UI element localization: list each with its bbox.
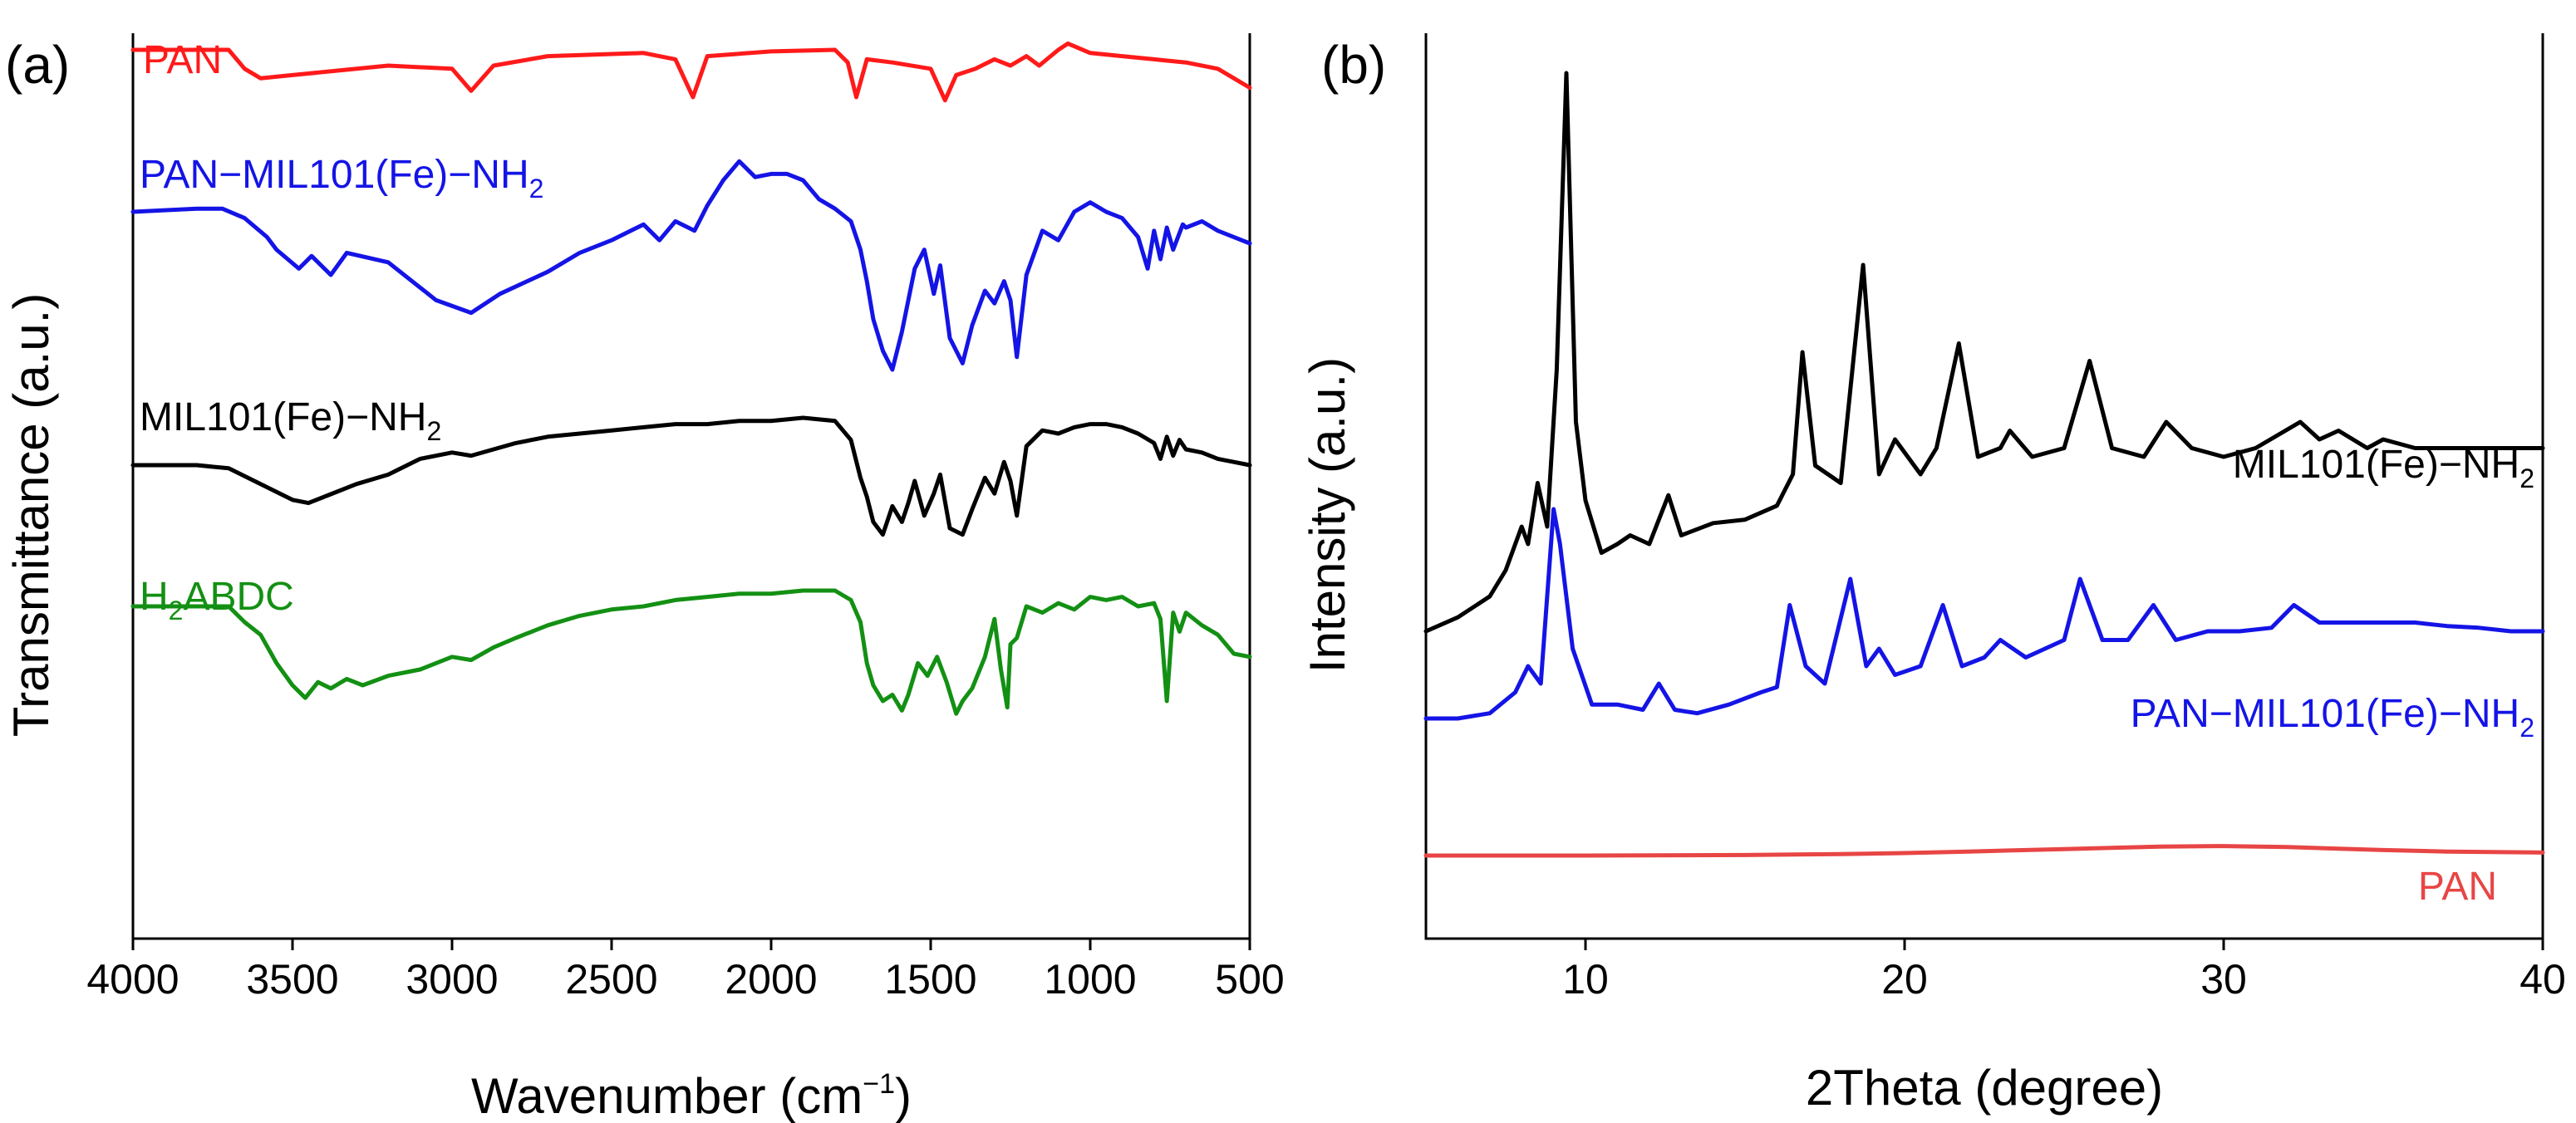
panel-a-series-label-mil101: MIL101(Fe)−NH2 bbox=[140, 395, 441, 446]
panel-b-series-label-mil101-subscript: 2 bbox=[2519, 463, 2534, 493]
panel-a-x-tick-label: 500 bbox=[1215, 956, 1284, 1003]
panel-a-series-label-h2abdc-main: ABDC bbox=[183, 575, 293, 619]
panel-a-series-label-h2abdc-prefix: H bbox=[140, 575, 169, 619]
panel-b-trace-mil101-fe-nh2 bbox=[1423, 71, 2545, 634]
panel-b-trace-pan-mil101-fe-nh2 bbox=[1423, 507, 2545, 721]
panel-a-series-label-h2abdc: H2ABDC bbox=[140, 575, 294, 625]
panel-a-x-ticks: 4000 3500 3000 2500 2000 1500 1000 500 bbox=[86, 939, 1285, 1003]
panel-a-trace-mil101-fe-nh2 bbox=[130, 415, 1252, 537]
panel-b-chart: (b) 10 20 30 40 Intensity (a.u.) 2Theta (de… bbox=[1300, 33, 2566, 1116]
panel-a-x-axis-title-close: ) bbox=[895, 1068, 912, 1123]
panel-a-x-tick-label: 1000 bbox=[1044, 956, 1136, 1003]
panel-a-series-label-mil101-subscript: 2 bbox=[426, 416, 441, 446]
panel-b-series-label-mil101-main: MIL101(Fe)−NH bbox=[2233, 443, 2519, 487]
panel-a-x-axis-title-superscript: −1 bbox=[863, 1068, 895, 1100]
panel-a-series-label-pan-mil101-subscript: 2 bbox=[529, 174, 544, 204]
panel-a-series-label-pan: PAN bbox=[143, 38, 222, 82]
panel-b-x-tick-label: 40 bbox=[2519, 956, 2566, 1003]
panel-a-x-tick-label: 2000 bbox=[725, 956, 817, 1003]
panel-b-trace-pan bbox=[1423, 844, 2545, 858]
panel-a-x-axis-title-main: Wavenumber (cm bbox=[471, 1068, 863, 1123]
panel-b-x-axis-title: 2Theta (degree) bbox=[1806, 1060, 2163, 1116]
panel-b-x-tick-label: 30 bbox=[2200, 956, 2247, 1003]
panel-b-x-tick-label: 10 bbox=[1562, 956, 1609, 1003]
panel-a-x-tick-label: 2500 bbox=[565, 956, 657, 1003]
panel-b-label: (b) bbox=[1321, 35, 1386, 95]
panel-b-series-label-mil101: MIL101(Fe)−NH2 bbox=[2233, 443, 2534, 493]
panel-b-traces bbox=[1423, 71, 2545, 858]
panel-b-y-axis-title: Intensity (a.u.) bbox=[1300, 357, 1355, 673]
panel-a-trace-pan-mil101-fe-nh2 bbox=[130, 159, 1252, 372]
panel-a-label: (a) bbox=[5, 35, 70, 95]
panel-a-x-tick-label: 3500 bbox=[246, 956, 338, 1003]
panel-a-x-tick-label: 3000 bbox=[406, 956, 498, 1003]
panel-a-axes-frame bbox=[131, 33, 1251, 940]
panel-a-series-label-mil101-main: MIL101(Fe)−NH bbox=[140, 395, 426, 439]
panel-a-x-tick-label: 4000 bbox=[86, 956, 179, 1003]
panel-a-trace-h2abdc bbox=[130, 588, 1252, 716]
panel-a-y-axis-title: Transmittance (a.u.) bbox=[3, 293, 59, 738]
panel-b-series-label-pan: PAN bbox=[2418, 865, 2497, 909]
panel-a-x-tick-label: 1500 bbox=[884, 956, 976, 1003]
panel-a-traces bbox=[130, 41, 1252, 716]
panel-a-series-label-pan-mil101-main: PAN−MIL101(Fe)−NH bbox=[140, 153, 529, 197]
panel-b-axes-frame bbox=[1424, 33, 2544, 940]
panel-a-trace-pan bbox=[130, 41, 1252, 103]
panel-b-x-ticks: 10 20 30 40 bbox=[1562, 939, 2566, 1003]
panel-a-series-label-h2abdc-subscript: 2 bbox=[169, 596, 184, 625]
panel-b-series-label-pan-mil101: PAN−MIL101(Fe)−NH2 bbox=[2131, 692, 2534, 743]
panel-a-chart: (a) 4000 3500 3000 2500 2000 1500 1000 500 Tran… bbox=[3, 33, 1285, 1123]
panel-a-x-axis-title: Wavenumber (cm−1) bbox=[471, 1068, 912, 1123]
panel-b-series-label-pan-mil101-main: PAN−MIL101(Fe)−NH bbox=[2131, 692, 2520, 736]
panel-a-series-label-pan-mil101: PAN−MIL101(Fe)−NH2 bbox=[140, 153, 543, 204]
panel-b-x-tick-label: 20 bbox=[1881, 956, 1928, 1003]
panel-b-series-label-pan-mil101-subscript: 2 bbox=[2519, 713, 2534, 743]
